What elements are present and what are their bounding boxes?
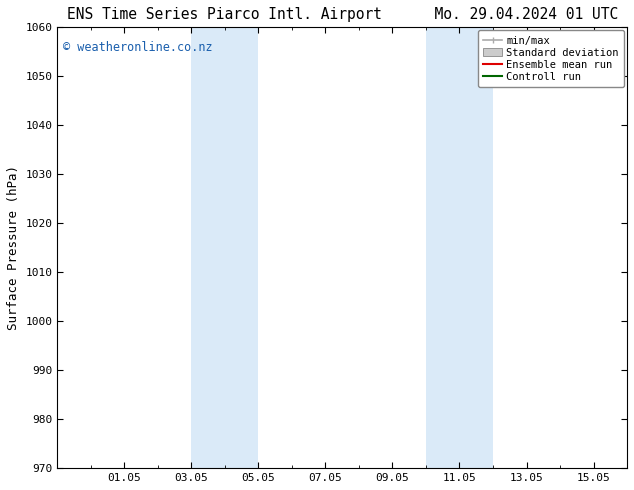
Bar <box>191 27 259 468</box>
Text: © weatheronline.co.nz: © weatheronline.co.nz <box>63 41 212 53</box>
Bar <box>426 27 493 468</box>
Y-axis label: Surface Pressure (hPa): Surface Pressure (hPa) <box>7 165 20 330</box>
Legend: min/max, Standard deviation, Ensemble mean run, Controll run: min/max, Standard deviation, Ensemble me… <box>478 30 624 87</box>
Title: ENS Time Series Piarco Intl. Airport      Mo. 29.04.2024 01 UTC: ENS Time Series Piarco Intl. Airport Mo.… <box>67 7 618 22</box>
